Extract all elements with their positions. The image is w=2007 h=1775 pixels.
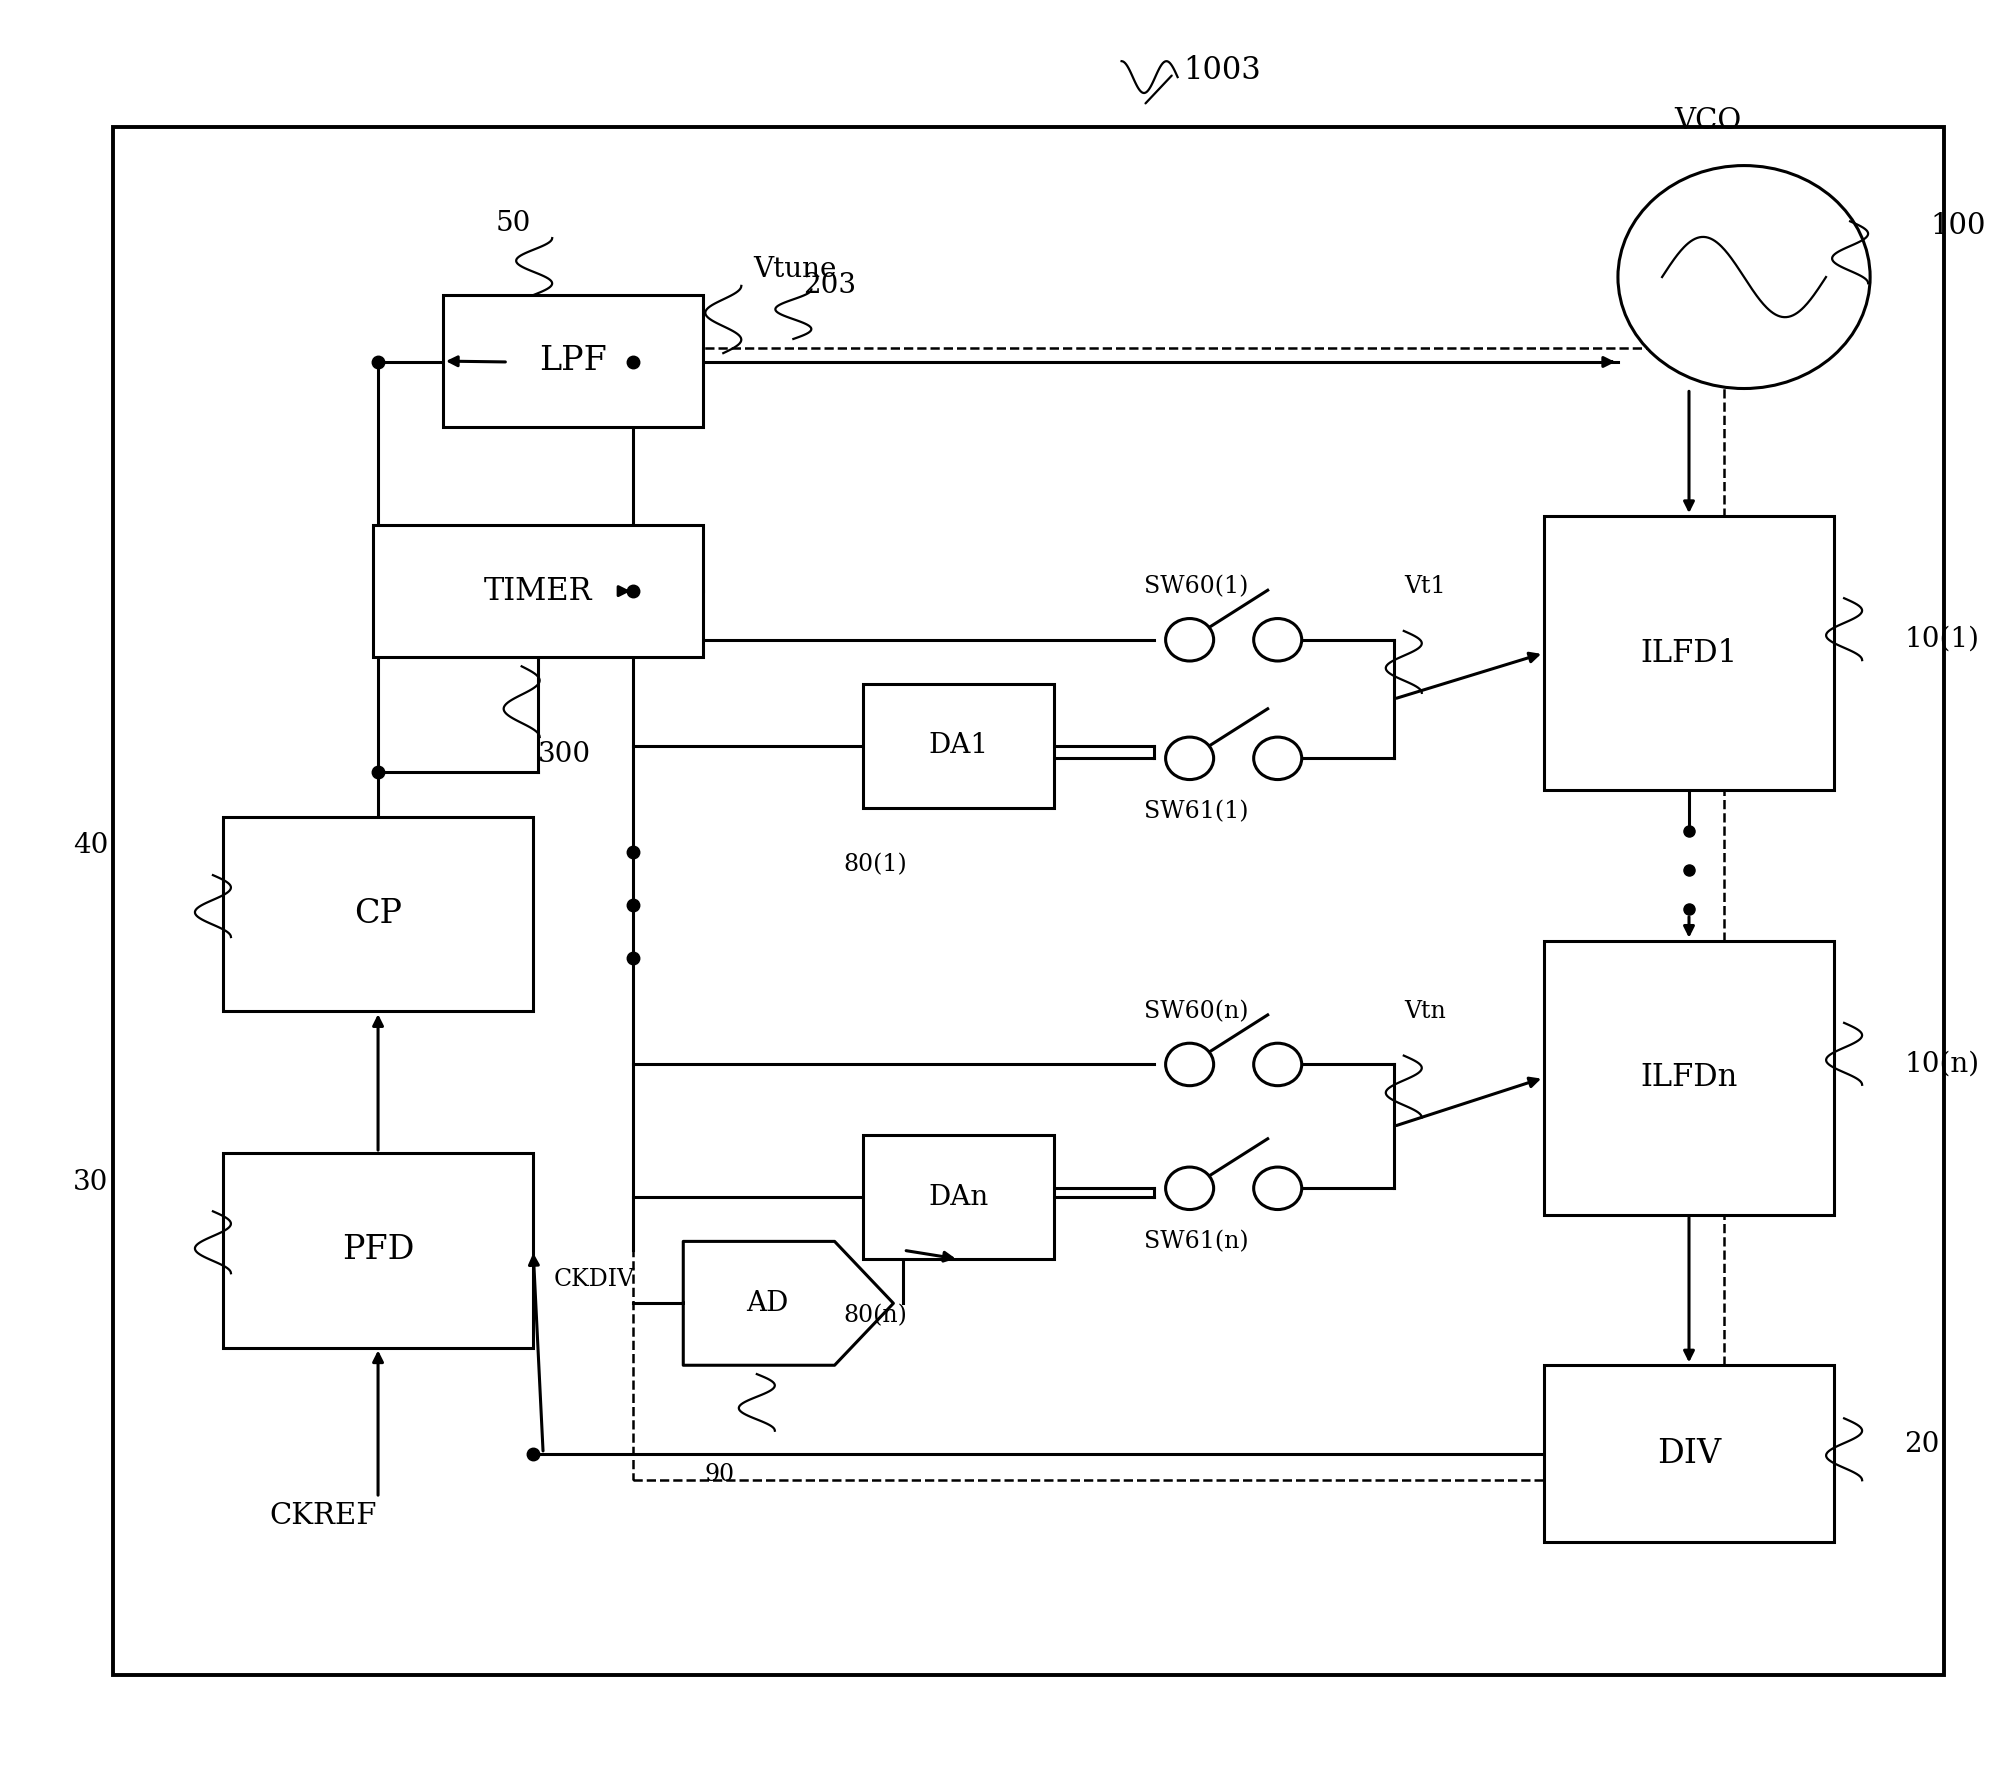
Circle shape [1254,737,1303,779]
Text: 10(n): 10(n) [1905,1051,1979,1077]
Text: AD: AD [747,1290,789,1317]
Text: CKREF: CKREF [269,1502,377,1530]
Text: 10(1): 10(1) [1905,627,1979,653]
Text: 50: 50 [496,211,530,238]
Circle shape [1254,1044,1303,1086]
Circle shape [1166,618,1214,660]
Bar [1543,941,1834,1214]
Text: 1003: 1003 [1184,55,1260,85]
Text: Vt1: Vt1 [1403,575,1445,598]
Bar [223,816,534,1012]
Text: DIV: DIV [1658,1438,1722,1470]
Text: DAn: DAn [929,1184,989,1211]
Text: SW61(1): SW61(1) [1144,801,1248,824]
Text: TIMER: TIMER [484,575,592,607]
Text: 300: 300 [538,742,592,769]
Text: 30: 30 [72,1168,108,1196]
Text: SW60(n): SW60(n) [1144,999,1248,1022]
Text: 40: 40 [72,832,108,859]
Text: VCO: VCO [1674,106,1742,135]
Text: SW61(n): SW61(n) [1144,1230,1248,1253]
Bar [373,525,702,657]
Text: 100: 100 [1931,211,1985,240]
Circle shape [1166,1044,1214,1086]
Bar [1543,517,1834,790]
Bar [863,683,1054,808]
Text: Vtn: Vtn [1403,999,1445,1022]
Text: SW60(1): SW60(1) [1144,575,1248,598]
Circle shape [1254,618,1303,660]
Text: Vtune: Vtune [753,256,837,284]
Text: CP: CP [353,898,401,930]
Bar [634,348,1724,1480]
Text: PFD: PFD [341,1234,413,1266]
Text: 80(1): 80(1) [843,854,907,877]
Text: ILFD1: ILFD1 [1640,637,1738,669]
Text: ILFDn: ILFDn [1640,1061,1738,1093]
Circle shape [1166,737,1214,779]
Circle shape [1254,1168,1303,1209]
Bar [444,295,702,428]
Circle shape [1618,165,1871,389]
Bar [863,1136,1054,1258]
Text: 20: 20 [1905,1431,1939,1459]
Bar [1543,1365,1834,1542]
Text: 80(n): 80(n) [843,1305,907,1328]
Text: 203: 203 [803,272,857,300]
Polygon shape [682,1241,893,1365]
Text: 90: 90 [704,1463,735,1486]
Text: DA1: DA1 [929,733,989,760]
Text: CKDIV: CKDIV [554,1267,634,1290]
Bar [112,126,1945,1676]
Circle shape [1166,1168,1214,1209]
Bar [223,1154,534,1347]
Text: LPF: LPF [540,344,606,376]
